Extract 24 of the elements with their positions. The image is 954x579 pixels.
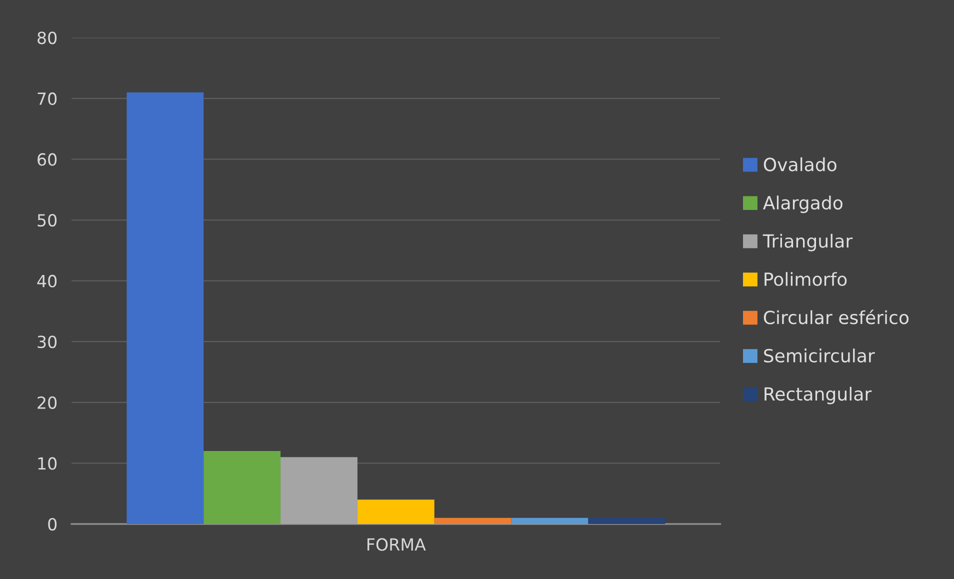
legend-label: Semicircular bbox=[764, 348, 875, 363]
y-tick-label: 80 bbox=[38, 32, 57, 44]
bar bbox=[204, 451, 281, 524]
legend-label: Polimorfo bbox=[764, 272, 847, 286]
y-tick-label: 40 bbox=[37, 274, 57, 288]
bar bbox=[434, 518, 512, 524]
y-tick-label: 70 bbox=[38, 92, 57, 105]
y-tick-label: 10 bbox=[38, 457, 57, 470]
legend-label: Ovalado bbox=[764, 157, 836, 172]
y-tick-label: 50 bbox=[38, 214, 57, 227]
bar bbox=[588, 518, 666, 524]
bar bbox=[511, 518, 588, 524]
bar bbox=[357, 500, 434, 524]
bar bbox=[280, 457, 358, 524]
legend-label: Circular esférico bbox=[764, 310, 909, 324]
bar bbox=[126, 92, 204, 524]
y-tick-label: 0 bbox=[48, 518, 57, 531]
legend-label: Triangular bbox=[762, 234, 853, 252]
y-tick-label: 20 bbox=[38, 396, 57, 409]
y-tick-label: 60 bbox=[38, 153, 57, 166]
x-tick-label: FORMA bbox=[368, 538, 426, 551]
y-tick-label: 30 bbox=[38, 336, 57, 348]
legend-label: Rectangular bbox=[764, 386, 872, 404]
legend-label: Alargado bbox=[763, 196, 842, 214]
